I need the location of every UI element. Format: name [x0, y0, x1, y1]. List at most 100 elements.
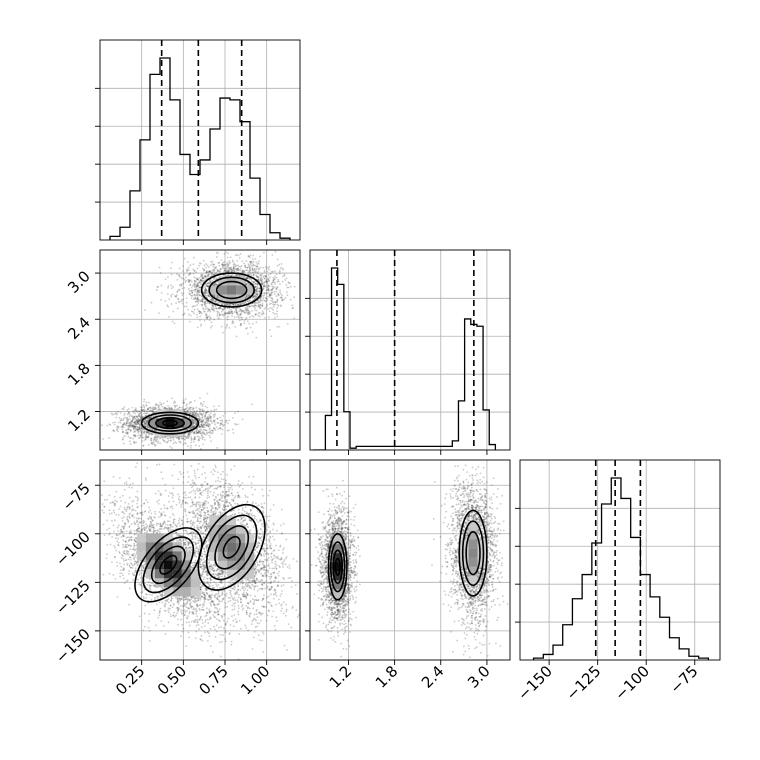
- sample-point: [215, 271, 218, 274]
- sample-point: [255, 267, 258, 270]
- sample-point: [201, 416, 204, 418]
- sample-point: [212, 309, 215, 312]
- sample-point: [205, 313, 208, 316]
- sample-point: [117, 426, 120, 429]
- sample-point: [172, 442, 175, 445]
- sample-point: [268, 288, 271, 291]
- sample-point: [193, 293, 196, 296]
- sample-point: [134, 425, 137, 428]
- sample-point: [252, 273, 255, 276]
- sample-point: [278, 269, 281, 272]
- sample-point: [141, 409, 144, 412]
- sample-point: [198, 431, 201, 434]
- sample-point: [237, 254, 240, 257]
- sample-point: [199, 430, 202, 433]
- sample-point: [215, 426, 218, 429]
- sample-point: [182, 443, 185, 446]
- sample-point: [187, 411, 190, 414]
- sample-point: [135, 410, 138, 413]
- sample-point: [159, 442, 162, 445]
- sample-point: [268, 268, 271, 271]
- sample-point: [255, 305, 258, 307]
- sample-point: [145, 422, 147, 425]
- sample-point: [274, 278, 276, 281]
- sample-point: [135, 420, 138, 422]
- sample-point: [197, 439, 200, 441]
- sample-point: [183, 273, 185, 276]
- sample-point: [147, 436, 150, 439]
- sample-point: [186, 445, 189, 447]
- sample-point: [154, 403, 157, 406]
- sample-point: [133, 421, 136, 424]
- sample-point: [130, 424, 133, 427]
- sample-point: [252, 281, 255, 284]
- sample-point: [139, 423, 142, 426]
- sample-point: [178, 438, 181, 441]
- sample-point: [134, 427, 137, 430]
- sample-point: [213, 295, 216, 298]
- sample-point: [192, 268, 195, 271]
- sample-point: [206, 392, 209, 395]
- sample-point: [202, 418, 205, 421]
- sample-point: [278, 263, 281, 266]
- sample-point: [126, 413, 129, 416]
- sample-point: [129, 413, 131, 416]
- sample-point: [170, 295, 173, 298]
- sample-point: [136, 425, 139, 428]
- sample-point: [150, 437, 153, 440]
- sample-point: [164, 440, 166, 443]
- sample-point: [266, 303, 269, 306]
- sample-point: [151, 428, 154, 431]
- sample-point: [132, 437, 135, 440]
- sample-point: [183, 435, 186, 438]
- sample-point: [196, 326, 199, 329]
- sample-point: [238, 257, 241, 259]
- sample-point: [174, 404, 177, 407]
- sample-point: [225, 268, 227, 271]
- sample-point: [212, 263, 215, 266]
- sample-point: [255, 309, 258, 312]
- sample-point: [194, 288, 196, 291]
- sample-point: [155, 429, 157, 432]
- sample-point: [131, 419, 134, 421]
- sample-point: [132, 425, 134, 428]
- sample-point: [252, 274, 255, 277]
- sample-point: [200, 294, 203, 297]
- sample-point: [246, 266, 249, 269]
- sample-point: [110, 412, 113, 415]
- sample-point: [267, 288, 270, 290]
- sample-point: [200, 402, 202, 404]
- sample-point: [197, 415, 200, 417]
- panel-border: [309, 249, 511, 451]
- sample-point: [145, 436, 148, 438]
- sample-point: [157, 404, 160, 406]
- sample-point: [193, 283, 195, 286]
- sample-point: [130, 415, 133, 417]
- sample-point: [277, 278, 280, 281]
- sample-point: [201, 298, 204, 301]
- sample-point: [264, 266, 267, 268]
- sample-point: [134, 407, 137, 410]
- sample-point: [132, 416, 134, 419]
- sample-point: [148, 432, 151, 435]
- sample-point: [228, 267, 231, 270]
- sample-point: [196, 285, 199, 287]
- sample-point: [143, 430, 146, 433]
- sample-point: [143, 420, 145, 423]
- sample-point: [146, 421, 148, 424]
- sample-point: [187, 434, 189, 437]
- sample-point: [209, 429, 212, 432]
- sample-point: [203, 310, 205, 313]
- sample-point: [189, 264, 192, 266]
- sample-point: [153, 437, 155, 440]
- sample-point: [261, 294, 264, 297]
- panel-border: [519, 459, 721, 661]
- sample-point: [259, 304, 262, 307]
- sample-point: [161, 436, 164, 439]
- sample-point: [248, 271, 251, 274]
- sample-point: [225, 264, 227, 267]
- sample-point: [124, 432, 127, 435]
- sample-point: [248, 311, 251, 314]
- sample-point: [212, 420, 215, 422]
- sample-point: [191, 413, 194, 416]
